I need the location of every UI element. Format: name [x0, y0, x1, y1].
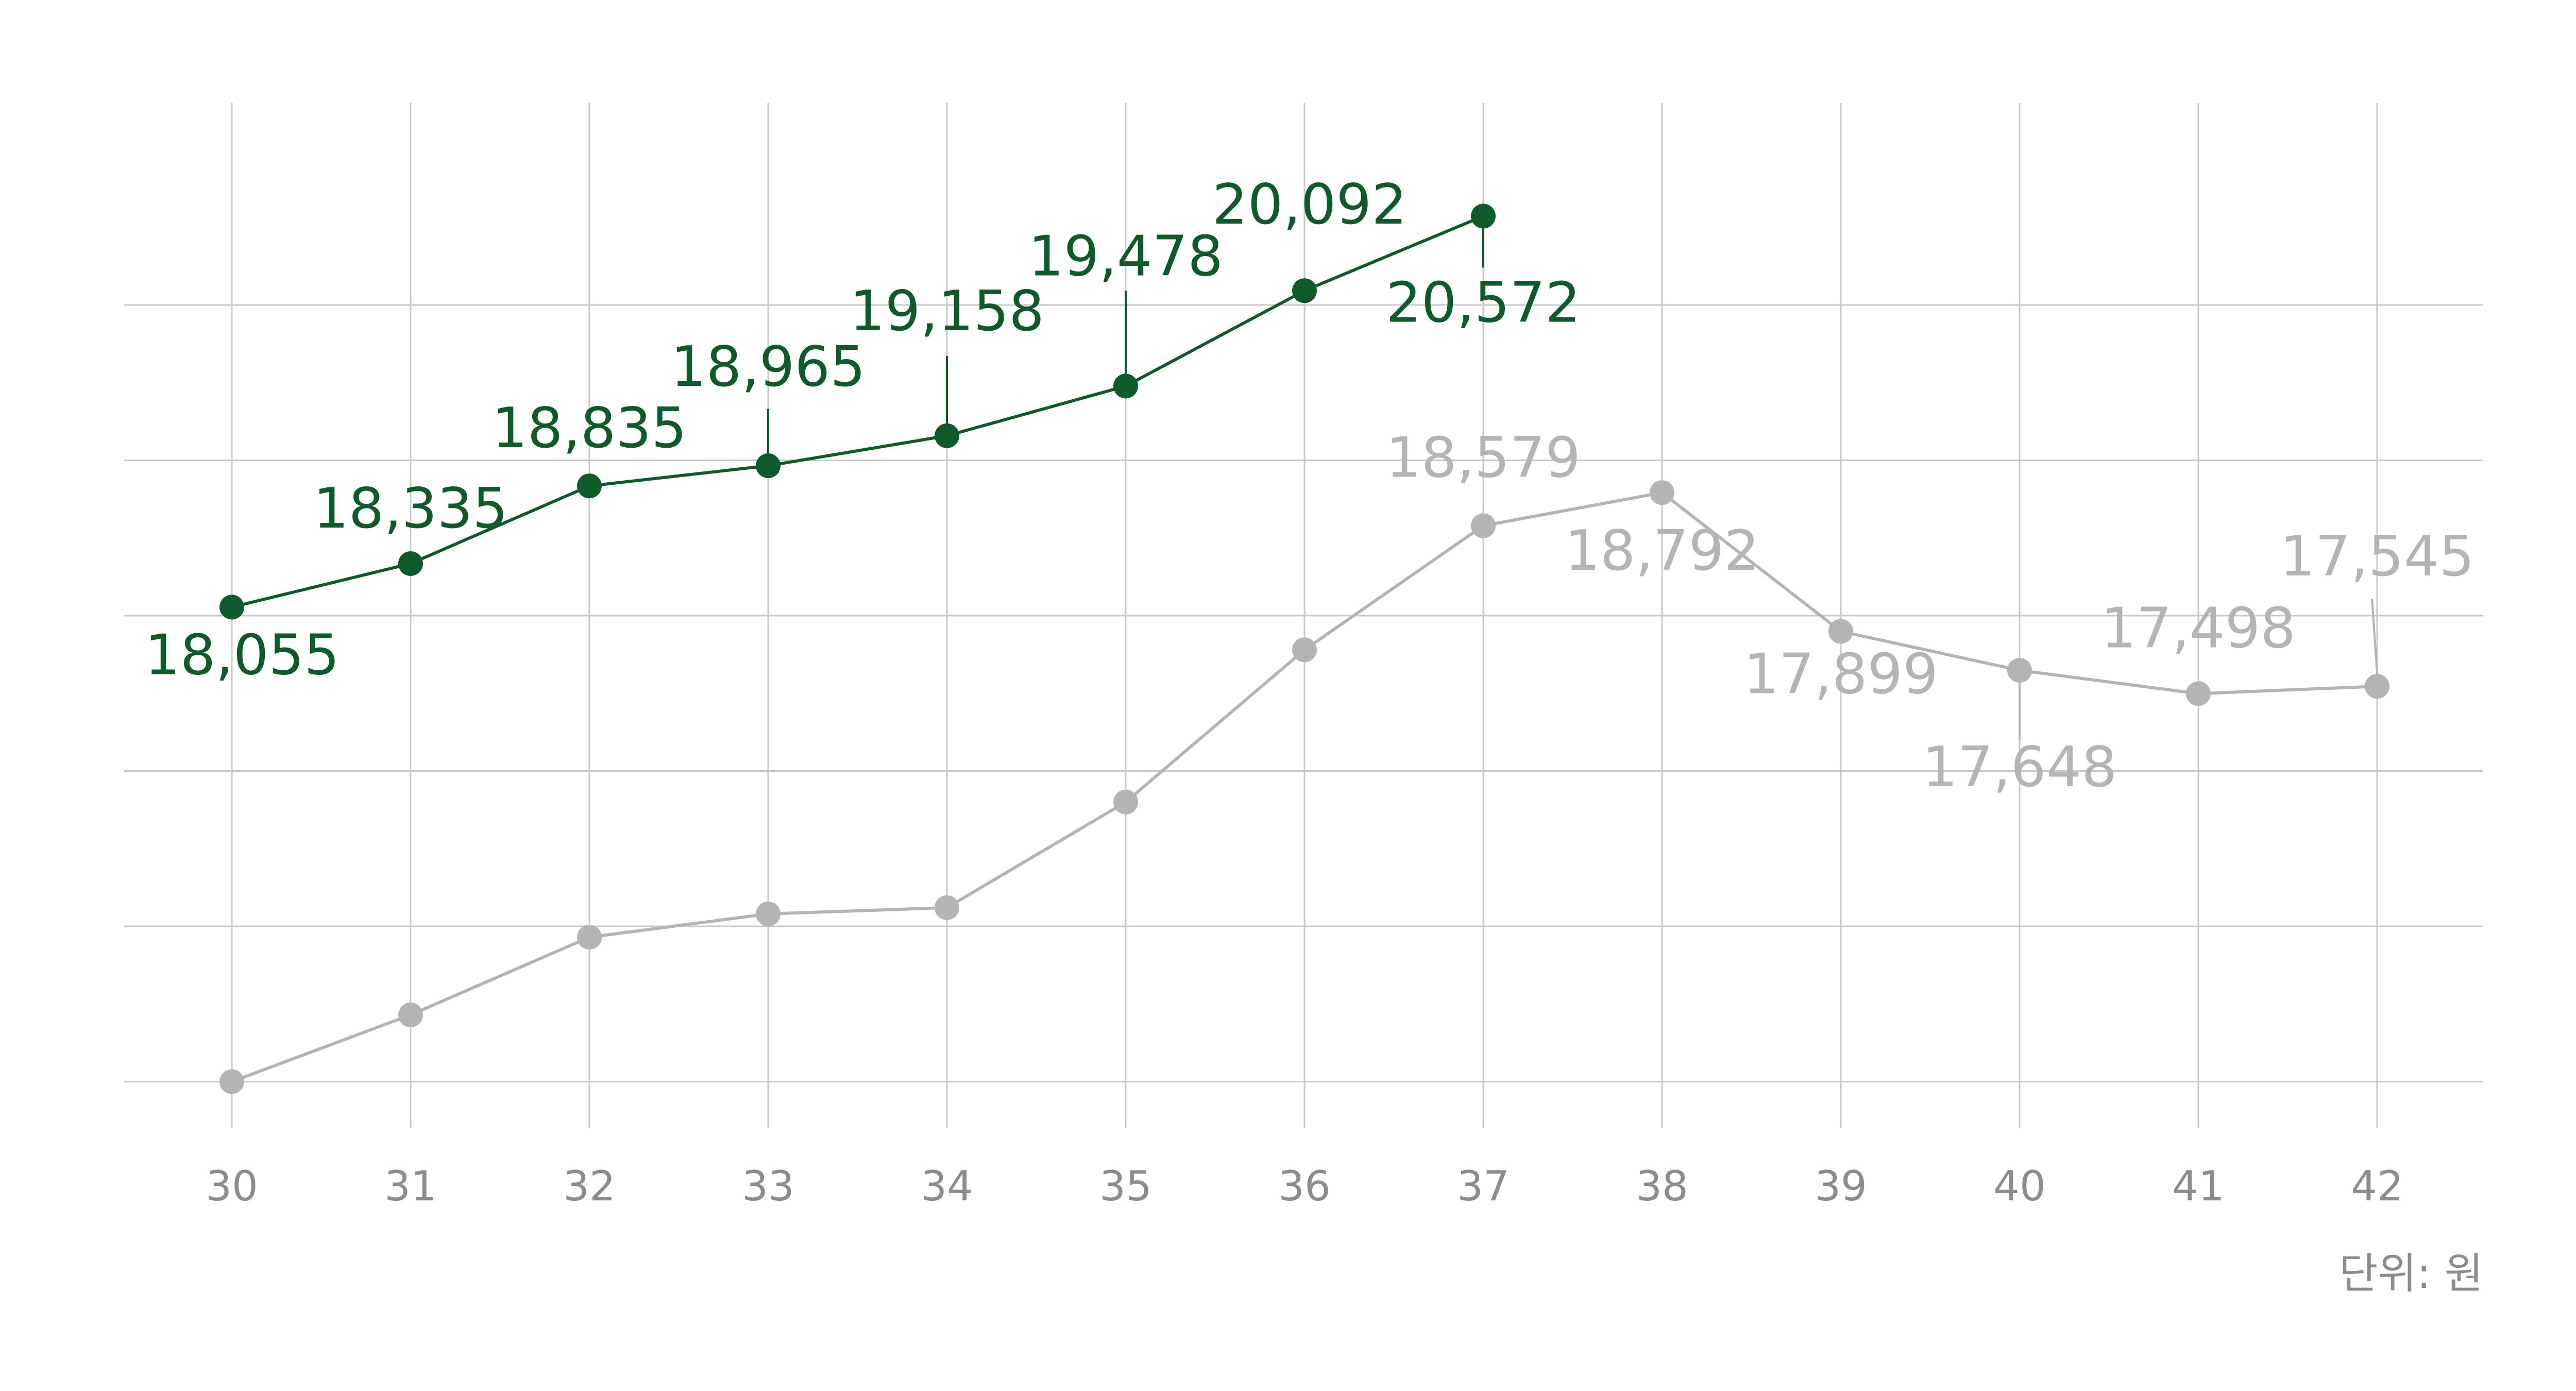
series-2-segment: [2197, 685, 2379, 696]
series-1-point: [1113, 374, 1138, 399]
series-2-segment: [2018, 669, 2200, 696]
series-1-point: [756, 453, 781, 479]
x-tick-label: 39: [1815, 1162, 1867, 1210]
series-2-segment: [588, 912, 770, 939]
series-1-data-label: 19,158: [850, 279, 1044, 344]
x-tick-label: 42: [2351, 1162, 2403, 1210]
series-2-segment: [1839, 630, 2021, 672]
series-1-segment: [1124, 289, 1306, 388]
series-2-segment: [945, 800, 1127, 909]
series-2-data-label: 18,792: [1565, 519, 1759, 583]
series-1-segment: [767, 434, 948, 468]
x-tick-label: 30: [206, 1162, 258, 1210]
data-labels: 18,055 18,335 18,83518,96519,15819,47820,0…: [145, 173, 2475, 800]
series-1-point: [398, 551, 423, 576]
label-leaders: [767, 228, 2378, 740]
series-1-segment: [409, 484, 591, 565]
series-1-point: [935, 423, 959, 448]
series-2-point: [219, 1069, 244, 1094]
series-1-point: [219, 595, 244, 620]
x-tick-label: 32: [563, 1162, 616, 1210]
label-leader-line: [2371, 599, 2378, 674]
x-tick-label: 41: [2172, 1162, 2225, 1210]
series-2-segment: [1124, 648, 1306, 804]
x-tick-label: 36: [1278, 1162, 1331, 1210]
x-tick-label: 31: [384, 1162, 437, 1210]
series-2-segment: [230, 1013, 412, 1083]
x-tick-label: 35: [1099, 1162, 1152, 1210]
series-2-segment: [409, 936, 591, 1016]
x-tick-label: 38: [1636, 1162, 1688, 1210]
x-axis-ticks: 30 31 32 33 34 35 36 37 38 39 40 41 42: [206, 1162, 2403, 1210]
series-2-data-label: 18,579: [1386, 426, 1581, 490]
series-points: [219, 203, 2389, 1094]
unit-label: 단위: 원: [2338, 1249, 2483, 1298]
series-2-point: [577, 925, 602, 950]
x-tick-label: 37: [1457, 1162, 1510, 1210]
x-tick-label: 33: [742, 1162, 794, 1210]
series-2-point: [1113, 789, 1138, 815]
series-1-segment: [945, 384, 1127, 437]
series-2-point: [398, 1002, 423, 1027]
series-1-point: [1292, 278, 1317, 303]
series-2-point: [1828, 619, 1853, 644]
series-1-data-label: 18,835: [492, 396, 687, 461]
series-1-point: [577, 473, 602, 499]
x-tick-label: 34: [921, 1162, 973, 1210]
series-1-point: [1471, 203, 1496, 229]
series-2-data-label: 17,498: [2101, 596, 2296, 660]
series-1-data-label: 18,055: [145, 623, 340, 687]
series-1-segment: [588, 464, 770, 488]
series-2-segment: [1482, 491, 1664, 528]
series-1-data-label: 19,478: [1028, 224, 1223, 289]
series-2-data-label: 17,899: [1743, 642, 1938, 706]
series-2-point: [756, 901, 781, 926]
series-2-data-label: 17,648: [1922, 735, 2117, 800]
series-1-segment: [230, 562, 412, 609]
series-2-point: [1471, 513, 1496, 538]
grid-layer: [124, 103, 2483, 1128]
series-1-data-label: 18,965: [671, 335, 866, 399]
series-2-point: [1292, 637, 1317, 663]
series-1-data-label: 20,092: [1212, 173, 1407, 237]
series-1-data-label: 20,572: [1386, 271, 1581, 335]
series-2-point: [2007, 658, 2032, 683]
series-1-data-label: 18,335: [313, 477, 508, 541]
x-tick-label: 40: [1993, 1162, 2046, 1210]
series-2-segment: [1303, 524, 1485, 652]
series-2-segment: [767, 906, 948, 915]
series-2-data-label: 17,545: [2280, 524, 2475, 589]
series-2-point: [935, 895, 959, 920]
series-2-point: [2365, 674, 2389, 699]
series-1-segment: [1303, 214, 1485, 293]
series-2-point: [1650, 480, 1674, 505]
series-2-point: [2186, 681, 2211, 706]
series-2-segment: [1660, 491, 1842, 633]
series-lines: [230, 214, 2379, 1083]
